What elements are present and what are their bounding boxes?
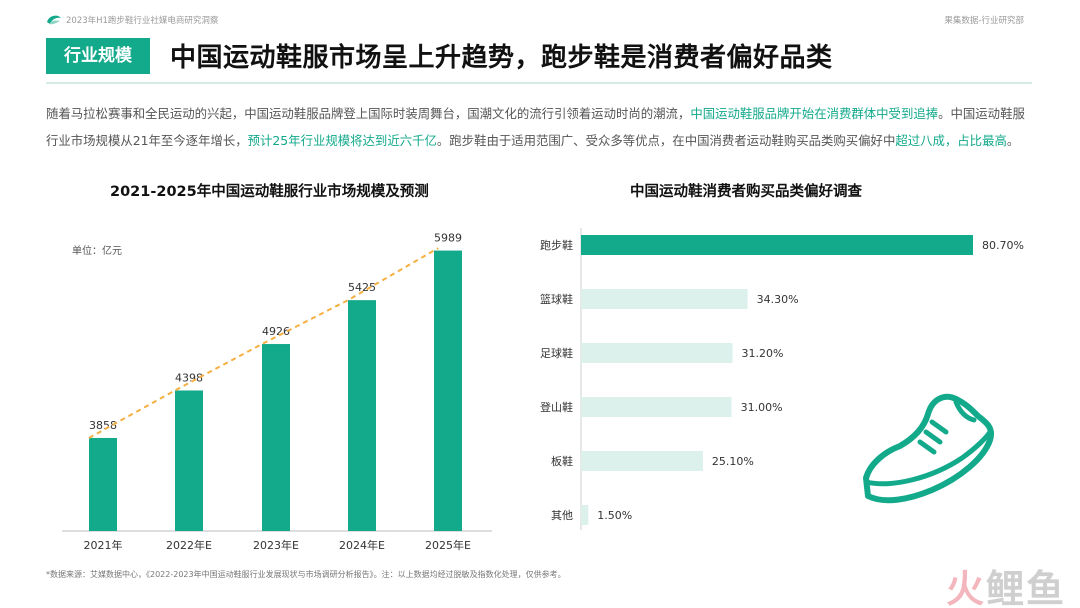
preference-chart: 跑步鞋 80.70% 篮球鞋 34.30% 足球鞋 31.20% 登山鞋 31.00% 板鞋 25… [540, 228, 1024, 530]
watermark-part-2: 鲤鱼 [985, 567, 1066, 608]
unit-label: 单位：亿元 [72, 244, 122, 257]
trend-line [88, 247, 439, 439]
intro-highlight-1: 中国运动鞋服品牌开始在消费群体中受到追捧 [690, 106, 939, 121]
market-size-chart: 单位：亿元 3858 2021年 4398 2022年E 4926 2023年E 5425 20… [62, 232, 492, 552]
y-tick-label: 登山鞋 [540, 400, 573, 414]
bar-value-label: 4398 [175, 371, 203, 384]
market-size-chart-title: 2021-2025年中国运动鞋服行业市场规模及预测 [110, 184, 429, 200]
bar-value-label: 3858 [89, 419, 117, 432]
bar [262, 344, 290, 531]
bar [581, 235, 973, 255]
intro-text-2: 。中国运动鞋服行业市场规模从21年至今逐年增长， [46, 106, 1025, 148]
bar-value-label: 31.20% [742, 347, 784, 360]
bar-value-label: 25.10% [712, 455, 754, 468]
bar [434, 250, 462, 531]
logo-icon [47, 15, 61, 25]
y-tick-label: 足球鞋 [540, 346, 573, 360]
report-title: 2023年H1跑步鞋行业社媒电商研究洞察 [66, 16, 219, 26]
bar [581, 505, 589, 525]
bar [89, 437, 117, 531]
bar-value-label: 34.30% [757, 293, 799, 306]
y-tick-label: 板鞋 [551, 454, 573, 468]
section-tag: 行业规模 [46, 38, 150, 74]
y-tick-label: 篮球鞋 [540, 292, 573, 306]
bar [175, 390, 203, 531]
organization-name: 果集数据-行业研究部 [944, 16, 1024, 26]
intro-highlight-3: 超过八成，占比最高 [895, 133, 1007, 148]
bar [348, 300, 376, 531]
bar-value-label: 5425 [348, 281, 376, 294]
watermark: 火鲤鱼 [946, 558, 1066, 608]
intro-text-4: 。 [1006, 133, 1020, 148]
watermark-part-1: 火 [945, 567, 986, 608]
bar [581, 451, 703, 471]
bar-value-label: 80.70% [982, 239, 1024, 252]
intro-highlight-2: 预计25年行业规模将达到近六千亿 [247, 133, 437, 148]
bar-value-label: 4926 [262, 325, 290, 338]
divider [46, 82, 1032, 84]
page-title: 中国运动鞋服市场呈上升趋势，跑步鞋是消费者偏好品类 [170, 43, 833, 73]
bar [581, 343, 733, 363]
bar-value-label: 5989 [434, 232, 462, 245]
x-tick-label: 2024年E [339, 538, 385, 552]
y-tick-label: 其他 [551, 509, 573, 522]
bar [581, 289, 748, 309]
bar-value-label: 1.50% [597, 509, 632, 522]
preference-chart-title: 中国运动鞋消费者购买品类偏好调查 [630, 184, 862, 200]
sneaker-icon [863, 393, 994, 504]
bar-value-label: 31.00% [741, 401, 783, 414]
y-tick-label: 跑步鞋 [540, 238, 573, 252]
x-tick-label: 2022年E [166, 538, 212, 552]
x-tick-label: 2021年 [84, 538, 123, 552]
intro-text-1: 随着马拉松赛事和全民运动的兴起，中国运动鞋服品牌登上国际时装周舞台，国潮文化的流… [46, 106, 691, 121]
bar [581, 397, 732, 417]
data-source-note: *数据来源：艾媒数据中心，《2022-2023年中国运动鞋服行业发展现状与市场调… [46, 570, 566, 579]
intro-paragraph: 随着马拉松赛事和全民运动的兴起，中国运动鞋服品牌登上国际时装周舞台，国潮文化的流… [46, 100, 1036, 154]
x-tick-label: 2025年E [425, 538, 471, 552]
x-tick-label: 2023年E [253, 538, 299, 552]
intro-text-3: 。跑步鞋由于适用范围广、受众多等优点，在中国消费者运动鞋购买品类购买偏好中 [436, 133, 896, 148]
